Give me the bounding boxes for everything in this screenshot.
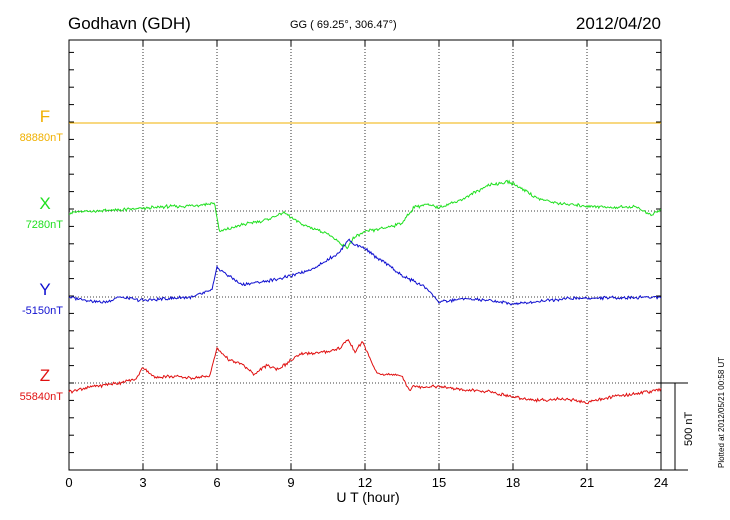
- scale-bar-label: 500 nT: [683, 411, 695, 446]
- plot-frame: [68, 39, 662, 471]
- series-name-y: Y: [39, 280, 50, 299]
- series-name-f: F: [40, 107, 50, 126]
- station-title: Godhavn (GDH): [68, 14, 191, 33]
- x-ticks: 0 3 6 9 12 15 18 21 24: [65, 40, 668, 490]
- series-name-z: Z: [40, 366, 50, 385]
- scale-bar: 500 nT: [661, 382, 695, 471]
- x-tick-label: 9: [287, 475, 294, 490]
- x-tick-label: 3: [139, 475, 146, 490]
- series-baseline-x: 7280nT: [26, 219, 64, 231]
- x-tick-label: 6: [213, 475, 220, 490]
- x-tick-label: 21: [580, 475, 594, 490]
- series-baseline-y: -5150nT: [22, 305, 63, 317]
- series-baseline-z: 55840nT: [20, 391, 64, 403]
- series-baseline-f: 88880nT: [20, 132, 64, 144]
- series-line-y: [68, 238, 662, 306]
- x-tick-label: 0: [65, 475, 72, 490]
- y-ticks: [69, 51, 661, 471]
- plotted-timestamp: Plotted at 2012/05/21 00:58 UT: [717, 357, 726, 468]
- series-labels: F 88880nT X 7280nT Y -5150nT Z 55840nT: [20, 107, 64, 403]
- series-line-z: [68, 338, 662, 405]
- chart-date: 2012/04/20: [576, 14, 661, 33]
- station-coordinates: GG ( 69.25°, 306.47°): [290, 19, 397, 31]
- series-lines: [68, 122, 662, 405]
- series-name-x: X: [39, 194, 50, 213]
- x-axis-label: U T (hour): [336, 489, 399, 505]
- x-tick-label: 12: [358, 475, 372, 490]
- x-tick-label: 15: [432, 475, 446, 490]
- series-line-x: [69, 179, 662, 250]
- x-tick-label: 24: [654, 475, 668, 490]
- grid: [69, 40, 661, 470]
- x-tick-label: 18: [506, 475, 520, 490]
